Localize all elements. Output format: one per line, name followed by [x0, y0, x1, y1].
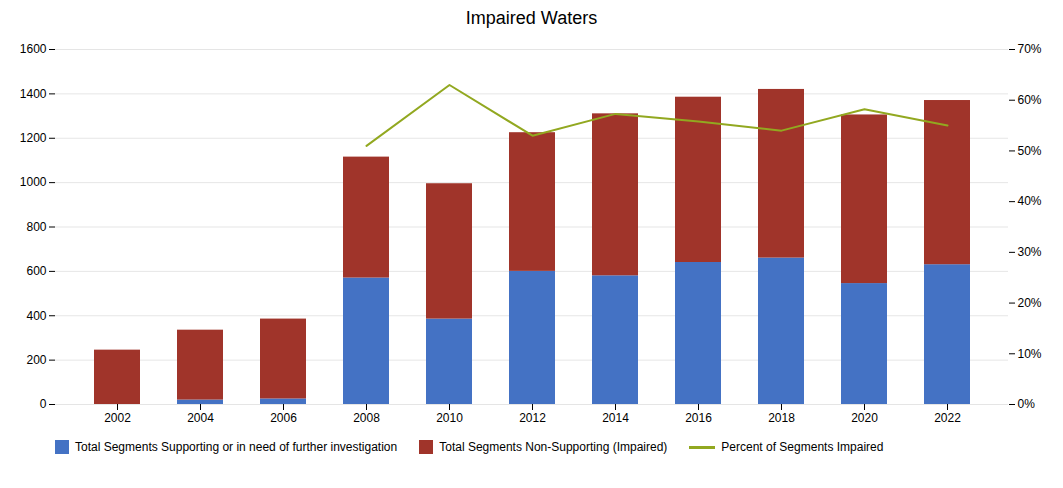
- svg-text:2002: 2002: [104, 411, 131, 425]
- svg-text:2022: 2022: [934, 411, 961, 425]
- svg-text:70%: 70%: [1018, 42, 1042, 56]
- svg-text:10%: 10%: [1018, 347, 1042, 361]
- svg-text:400: 400: [26, 309, 46, 323]
- svg-text:800: 800: [26, 220, 46, 234]
- svg-text:1200: 1200: [20, 131, 47, 145]
- svg-text:0: 0: [40, 397, 47, 411]
- svg-text:1000: 1000: [20, 175, 47, 189]
- svg-text:40%: 40%: [1018, 194, 1042, 208]
- svg-text:2020: 2020: [851, 411, 878, 425]
- svg-text:2010: 2010: [436, 411, 463, 425]
- svg-text:2008: 2008: [353, 411, 380, 425]
- svg-text:0%: 0%: [1018, 397, 1036, 411]
- html-text:Total Segments Non-Supporting: Total Segments Non-Supporting (Impaired): [439, 440, 668, 454]
- html-text:Percent of Segments Impaired: Percent of Segments Impaired: [721, 440, 884, 454]
- svg-text:60%: 60%: [1018, 93, 1042, 107]
- svg-text:20%: 20%: [1018, 296, 1042, 310]
- svg-text:600: 600: [26, 264, 46, 278]
- svg-text:200: 200: [26, 353, 46, 367]
- svg-text:2012: 2012: [519, 411, 546, 425]
- svg-text:30%: 30%: [1018, 245, 1042, 259]
- svg-text:2006: 2006: [270, 411, 297, 425]
- svg-text:2004: 2004: [187, 411, 214, 425]
- svg-text:2014: 2014: [602, 411, 629, 425]
- svg-text:50%: 50%: [1018, 144, 1042, 158]
- svg-text:2018: 2018: [768, 411, 795, 425]
- html-text:Total Segments Supporting or i: Total Segments Supporting or in need of …: [75, 440, 398, 454]
- svg-text:1600: 1600: [20, 42, 47, 56]
- html-text:Impaired Waters: Impaired Waters: [465, 8, 598, 28]
- svg-text:2016: 2016: [685, 411, 712, 425]
- svg-text:1400: 1400: [20, 87, 47, 101]
